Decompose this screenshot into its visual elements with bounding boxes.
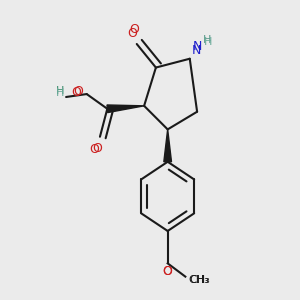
Text: N: N — [193, 40, 202, 53]
Text: H: H — [203, 35, 212, 46]
Text: H: H — [56, 86, 64, 96]
Text: H: H — [204, 37, 212, 46]
Text: O: O — [92, 142, 102, 155]
Polygon shape — [164, 129, 172, 162]
Text: O: O — [71, 86, 81, 99]
Text: N: N — [192, 44, 201, 57]
Text: O: O — [129, 23, 139, 36]
Text: CH₃: CH₃ — [189, 275, 210, 285]
Polygon shape — [107, 105, 144, 112]
Text: O: O — [162, 265, 172, 278]
Text: O: O — [128, 27, 137, 40]
Text: O: O — [89, 142, 99, 156]
Text: H: H — [56, 88, 64, 98]
Text: O: O — [163, 266, 172, 278]
Text: O: O — [73, 85, 83, 98]
Text: CH₃: CH₃ — [188, 274, 209, 285]
